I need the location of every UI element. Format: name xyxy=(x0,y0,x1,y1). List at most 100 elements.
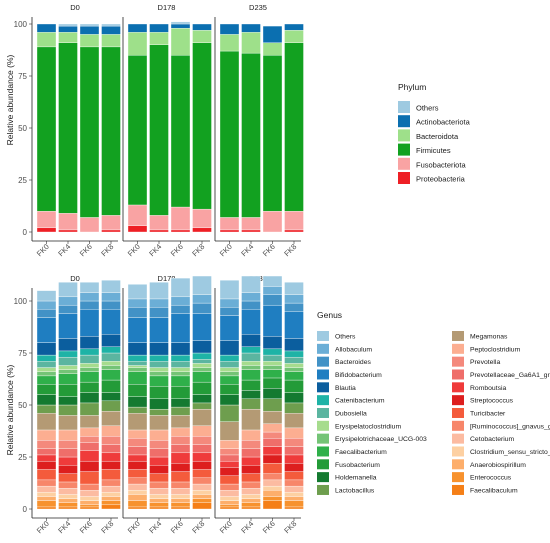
bar-segment xyxy=(284,371,304,381)
legend-label: Prevotella xyxy=(470,359,500,366)
bar-segment xyxy=(192,494,212,499)
bar-segment xyxy=(284,311,304,339)
bar-segment xyxy=(149,298,169,308)
legend-swatch xyxy=(452,331,464,341)
bar-segment xyxy=(79,471,100,485)
x-tick-label: FK8 xyxy=(190,519,206,535)
bar-segment xyxy=(36,440,57,449)
bar-segment xyxy=(262,304,283,337)
bar-segment xyxy=(192,444,212,454)
bar-segment xyxy=(79,500,100,506)
bar-segment xyxy=(149,32,169,45)
legend-swatch xyxy=(452,446,464,457)
bar-segment xyxy=(170,367,191,372)
bar-segment xyxy=(262,354,283,362)
bar-segment xyxy=(101,34,121,48)
bar-segment xyxy=(36,211,57,229)
bar-segment xyxy=(262,423,283,433)
bar-segment xyxy=(284,23,304,31)
bar-segment xyxy=(170,27,191,56)
bar-segment xyxy=(58,396,78,406)
bar-segment xyxy=(284,492,304,497)
bar-segment xyxy=(101,411,121,426)
bar-segment xyxy=(58,313,78,339)
bar-segment xyxy=(79,427,100,437)
bar-segment xyxy=(219,340,240,356)
bar-segment xyxy=(262,411,283,424)
bar-segment xyxy=(219,504,240,508)
bar-segment xyxy=(241,494,261,499)
facet-label-d235: D235 xyxy=(249,3,267,12)
bar-segment xyxy=(219,440,240,449)
bar-segment xyxy=(219,217,240,231)
legend-swatch xyxy=(317,382,329,393)
bar-segment xyxy=(262,369,283,379)
legend-swatch xyxy=(398,101,410,113)
bar-segment xyxy=(79,381,100,393)
bar-segment xyxy=(219,475,240,485)
bar-segment xyxy=(262,336,283,350)
bar-segment xyxy=(170,427,191,437)
bar-segment xyxy=(170,463,191,472)
bar-segment xyxy=(219,367,240,372)
bar-segment xyxy=(284,356,304,364)
bar-segment xyxy=(219,307,240,316)
legend-title: Phylum xyxy=(398,82,426,92)
bar-segment xyxy=(192,275,212,295)
bar-segment xyxy=(219,394,240,406)
bar-segment xyxy=(101,292,121,302)
bar-segment xyxy=(241,398,261,410)
bar-segment xyxy=(262,348,283,356)
bar-segment xyxy=(170,471,191,483)
bar-segment xyxy=(241,488,261,495)
legend-label: Bacteroidota xyxy=(416,132,459,141)
x-tick-label: FK0 xyxy=(35,242,51,258)
legend-swatch xyxy=(452,472,464,483)
bar-segment xyxy=(127,446,148,456)
bar-segment xyxy=(101,23,121,27)
bar-segment xyxy=(219,448,240,456)
bar-segment xyxy=(219,404,240,422)
x-tick-label: FK0 xyxy=(126,242,142,258)
bar-segment xyxy=(127,396,148,408)
bar-segment xyxy=(149,408,169,416)
bar-segment xyxy=(284,30,304,43)
legend-label: Enterococcus xyxy=(470,475,512,482)
bar-segment xyxy=(101,346,121,354)
bar-segment xyxy=(79,292,100,302)
bar-segment xyxy=(219,315,240,341)
bar-segment xyxy=(58,229,78,233)
bar-segment xyxy=(127,490,148,495)
bar-segment xyxy=(241,429,261,441)
legend-swatch xyxy=(452,484,464,495)
bar-segment xyxy=(284,506,304,510)
bar-segment xyxy=(170,229,191,233)
bar-segment xyxy=(149,456,169,466)
bar-segment xyxy=(127,317,148,343)
bar-segment xyxy=(262,473,283,481)
bar-segment xyxy=(241,408,261,431)
bar-segment xyxy=(284,485,304,493)
bar-segment xyxy=(241,498,261,503)
bar-segment xyxy=(241,23,261,33)
bar-segment xyxy=(262,275,283,287)
bar-segment xyxy=(284,350,304,358)
bar-segment xyxy=(36,300,57,310)
bar-segment xyxy=(170,296,191,306)
bar-segment xyxy=(170,444,191,454)
y-tick-label: 50 xyxy=(18,401,27,410)
bar-segment xyxy=(127,307,148,318)
bar-segment xyxy=(219,361,240,368)
bar-segment xyxy=(36,469,57,481)
x-tick-label: FK6 xyxy=(78,519,94,535)
bar-segment xyxy=(170,342,191,356)
bar-segment xyxy=(36,371,57,377)
bar-segment xyxy=(241,361,261,366)
legend-label: Romboutsia xyxy=(470,385,506,392)
bar-segment xyxy=(149,282,169,300)
bar-segment xyxy=(79,504,100,508)
bar-segment xyxy=(79,23,100,27)
facet-label-d178: D178 xyxy=(158,3,176,12)
bar-segment xyxy=(262,490,283,497)
bar-segment xyxy=(127,460,148,470)
